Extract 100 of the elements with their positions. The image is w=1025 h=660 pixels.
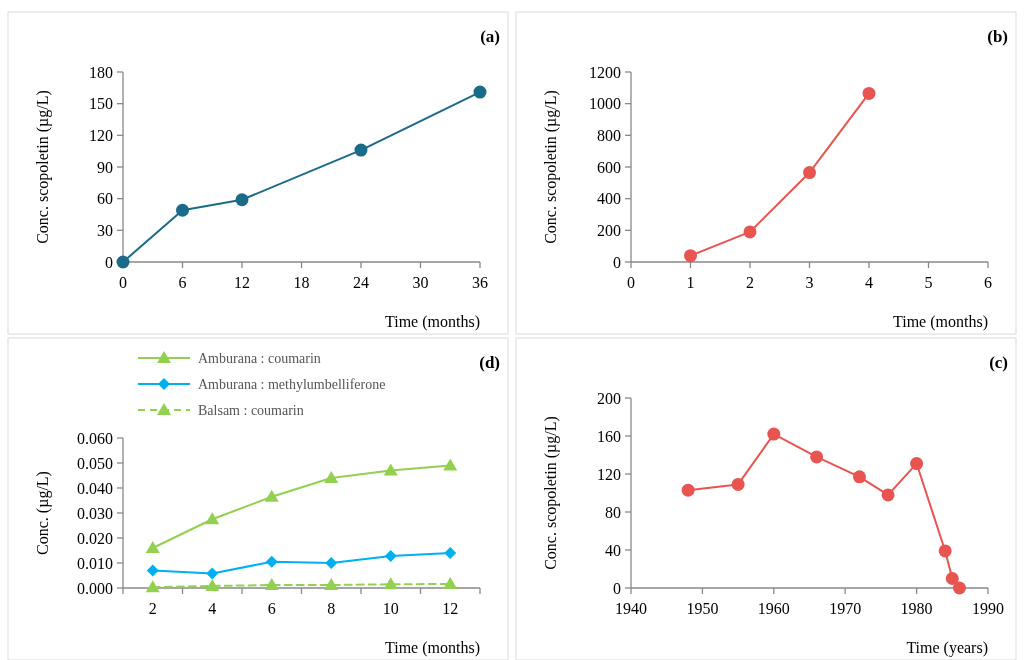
point (265, 555, 278, 568)
point (443, 458, 458, 471)
y-tick-label: 0.010 (77, 554, 113, 572)
point (731, 477, 745, 491)
y-tick-label: 0.050 (77, 454, 113, 472)
point (235, 193, 249, 207)
x-tick-label: 24 (353, 274, 369, 291)
point (145, 541, 160, 553)
point (384, 550, 397, 562)
point (354, 143, 368, 157)
y-tick-label: 1000 (589, 95, 621, 113)
point (205, 512, 220, 525)
point (810, 450, 824, 464)
point (116, 255, 130, 269)
point (145, 580, 160, 593)
y-axis-title: Conc. scopoletin (µg/L) (542, 90, 560, 244)
x-tick-label: 5 (924, 274, 933, 291)
chart-title: (a) (480, 27, 500, 46)
x-tick-label: 6 (984, 274, 992, 291)
x-tick-label: 10 (382, 600, 399, 617)
point (264, 578, 279, 590)
y-tick-label: 0.020 (77, 529, 113, 547)
y-tick-label: 40 (605, 541, 621, 559)
x-tick-label: 6 (267, 600, 276, 617)
y-tick-label: 0 (613, 579, 621, 597)
y-axis-title: Conc. scopoletin (µg/L) (34, 90, 52, 244)
x-tick-label: 1970 (829, 600, 862, 617)
x-tick-label: 2 (148, 600, 157, 617)
y-tick-label: 180 (89, 63, 113, 81)
x-tick-label: 0 (627, 274, 635, 291)
point (767, 427, 781, 441)
point (383, 577, 398, 590)
y-tick-label: 80 (605, 503, 621, 521)
legend-label: Amburana : methylumbelliferone (198, 376, 386, 392)
point (681, 483, 695, 497)
y-tick-label: 200 (597, 221, 621, 239)
y-tick-label: 0 (105, 253, 113, 271)
x-tick-label: 0 (119, 274, 127, 291)
point (443, 577, 458, 589)
y-tick-label: 90 (97, 158, 113, 176)
y-tick-label: 30 (97, 221, 113, 239)
y-tick-label: 60 (97, 190, 113, 208)
y-tick-label: 0.000 (77, 579, 113, 597)
x-axis-title: Time (months) (893, 313, 988, 331)
y-tick-label: 200 (597, 389, 621, 407)
chart-title: (d) (479, 353, 500, 372)
y-tick-label: 120 (89, 126, 113, 144)
y-tick-label: 0.040 (77, 479, 113, 497)
y-axis-title: Conc. (µg/L) (34, 471, 52, 555)
y-tick-label: 0.030 (77, 504, 113, 522)
y-tick-label: 1200 (589, 63, 621, 81)
x-tick-label: 6 (178, 274, 187, 291)
point (862, 86, 876, 100)
x-tick-label: 1990 (972, 600, 1004, 617)
y-tick-label: 800 (597, 126, 621, 144)
x-tick-label: 1950 (686, 600, 719, 617)
point (205, 579, 220, 591)
point (383, 463, 398, 476)
legend-label: Amburana : coumarin (198, 350, 321, 366)
point (473, 85, 487, 99)
x-tick-label: 30 (412, 274, 429, 291)
x-axis-title: Time (months) (385, 639, 480, 657)
point (324, 578, 339, 590)
point (938, 544, 952, 558)
point (324, 471, 339, 483)
point (803, 166, 816, 180)
x-axis-title: Time (years) (906, 639, 988, 657)
point (684, 249, 697, 263)
chart-title: (b) (987, 27, 1008, 46)
point (264, 489, 279, 502)
x-tick-label: 12 (442, 600, 459, 617)
y-tick-label: 0 (613, 253, 621, 271)
point (945, 572, 959, 585)
y-tick-label: 150 (89, 95, 113, 113)
point (881, 488, 895, 502)
x-tick-label: 12 (234, 274, 250, 291)
y-tick-label: 400 (597, 190, 621, 208)
chart-title: (c) (989, 353, 1008, 372)
point (176, 203, 189, 217)
y-tick-label: 160 (597, 427, 621, 445)
y-tick-label: 120 (597, 465, 621, 483)
x-tick-label: 36 (472, 274, 488, 291)
y-axis-title: Conc. scopoletin (µg/L) (542, 416, 560, 570)
point (743, 225, 757, 239)
x-tick-label: 1 (686, 274, 695, 291)
point (952, 581, 966, 595)
legend-label: Balsam : coumarin (198, 402, 304, 418)
y-tick-label: 600 (597, 158, 621, 176)
x-tick-label: 1980 (900, 600, 933, 617)
point (910, 457, 924, 471)
point (852, 470, 866, 484)
point (325, 557, 338, 569)
x-tick-label: 1960 (757, 600, 790, 617)
x-tick-label: 2 (746, 274, 754, 291)
x-tick-label: 4 (865, 274, 873, 291)
x-tick-label: 4 (208, 600, 217, 617)
x-axis-title: Time (months) (385, 313, 480, 331)
point (206, 567, 219, 580)
point (444, 547, 457, 559)
x-tick-label: 3 (805, 274, 814, 291)
